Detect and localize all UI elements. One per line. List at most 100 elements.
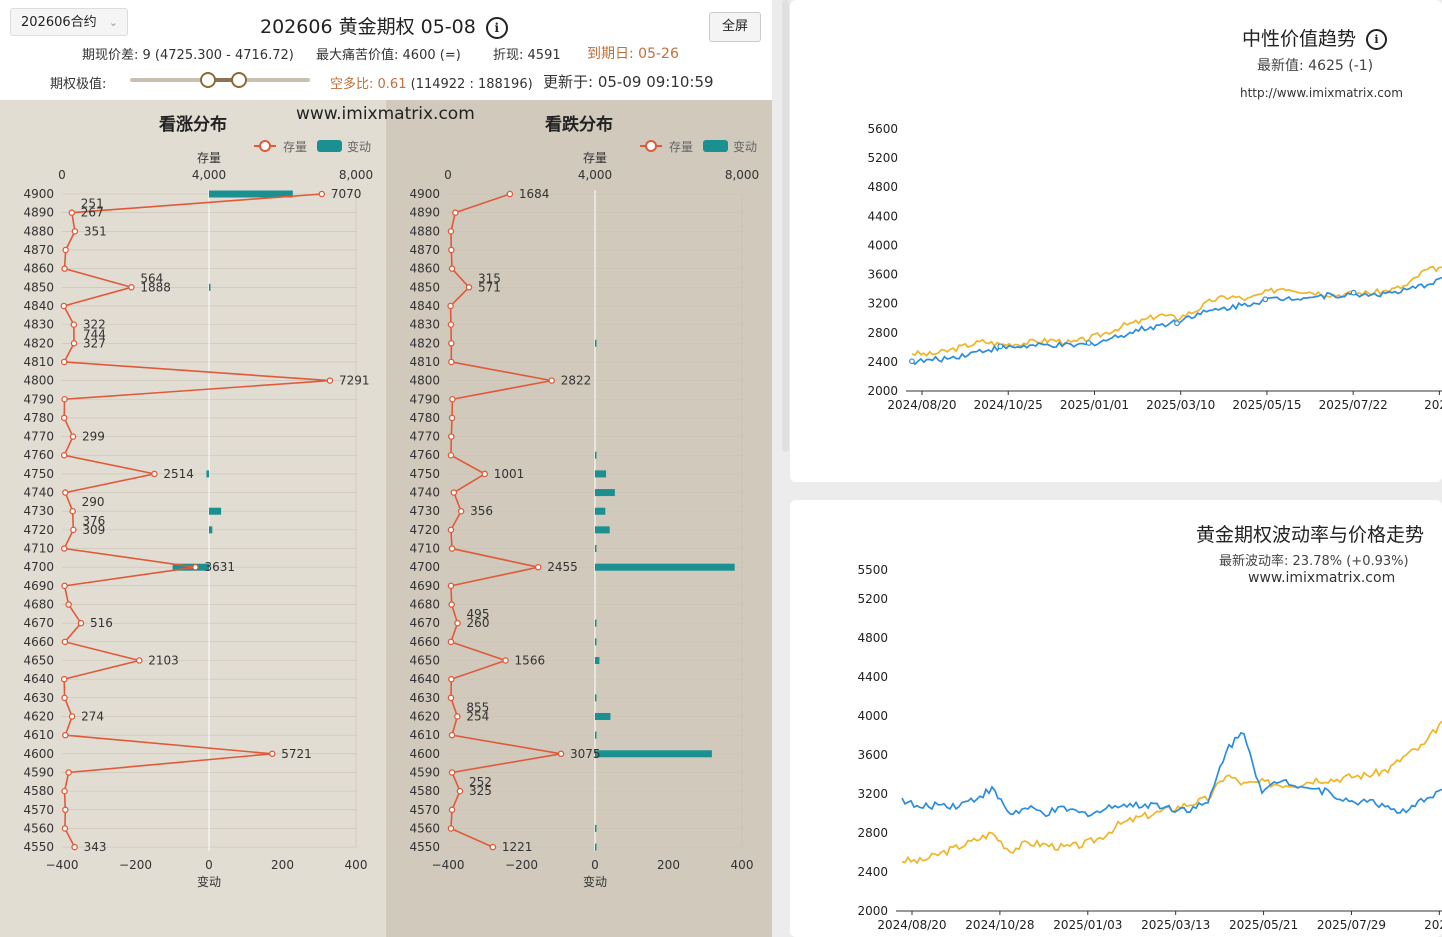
- put-change-bar: [595, 451, 597, 459]
- neutral-y-tick: 2800: [867, 326, 898, 340]
- call-oi-point: [60, 414, 68, 422]
- call-oi-data-label: 351: [84, 224, 107, 238]
- call-strike-label: 4860: [23, 262, 54, 276]
- call-oi-point: [77, 619, 85, 627]
- put-strike-label: 4780: [409, 411, 440, 425]
- put-strike-label: 4590: [409, 765, 440, 779]
- put-strike-label: 4800: [409, 374, 440, 388]
- put-oi-point: [447, 638, 455, 646]
- put-change-bar: [595, 470, 607, 478]
- neutral-y-tick: 3600: [867, 268, 898, 282]
- contract-select-value: 202606合约: [21, 15, 97, 30]
- put-strike-label: 4600: [409, 747, 440, 761]
- spread-stat: 期现价差: 9 (4725.300 - 4716.72): [82, 44, 294, 63]
- call-oi-point: [71, 228, 79, 235]
- call-change-bar: [209, 190, 293, 198]
- call-change-bar: [209, 283, 211, 291]
- call-strike-label: 4630: [23, 691, 54, 705]
- call-oi-data-label: 343: [84, 840, 107, 854]
- vol-series-line: [901, 731, 1442, 818]
- call-oi-point: [60, 358, 68, 366]
- call-strike-label: 4770: [23, 430, 54, 444]
- call-oi-data-label: 2103: [148, 654, 179, 668]
- extreme-slider-high-handle[interactable]: [231, 72, 247, 88]
- put-legend-change-swatch: [703, 140, 728, 152]
- put-strike-label: 4620: [409, 709, 440, 723]
- info-icon[interactable]: i: [1366, 29, 1388, 50]
- call-strike-label: 4670: [23, 616, 54, 630]
- put-bottom-tick: 400: [731, 858, 754, 872]
- neutral-value-chart: 2000 2400 2800 3200 3600 4000 4400 4800 5200 5600…: [867, 122, 1442, 412]
- neutral-x-tick: 2025/03/10: [1146, 398, 1215, 412]
- call-oi-data-label: 299: [82, 430, 105, 444]
- extreme-slider-low-handle[interactable]: [200, 72, 216, 88]
- call-oi-point: [69, 433, 77, 440]
- put-oi-data-label: 315: [478, 271, 501, 285]
- neutral-y-tick: 3200: [867, 297, 898, 311]
- call-oi-data-label: 7291: [339, 374, 370, 388]
- call-strike-label: 4840: [23, 299, 54, 313]
- call-oi-data-label: 274: [81, 709, 104, 723]
- put-strike-label: 4870: [409, 243, 440, 257]
- neutral-series-point: [1085, 340, 1092, 346]
- page-title: 202606 黄金期权 05-08 i: [260, 12, 508, 39]
- call-strike-label: 4590: [23, 765, 54, 779]
- call-strike-label: 4680: [23, 598, 54, 612]
- call-strike-label: 4640: [23, 672, 54, 686]
- call-strike-label: 4620: [23, 709, 54, 723]
- neutral-x-tick: 2025: [1424, 398, 1442, 412]
- put-oi-point: [465, 284, 473, 291]
- extreme-slider-range: [207, 78, 238, 82]
- call-strike-label: 4900: [23, 187, 54, 201]
- neutral-series-line: [911, 265, 1442, 358]
- call-oi-data-label: 1888: [140, 280, 171, 294]
- put-oi-point: [447, 694, 455, 702]
- vol-y-tick: 2400: [857, 865, 888, 879]
- header: 202606合约 ⌄ 202606 黄金期权 05-08 i 全屏 期现价差: 9 …: [0, 0, 772, 100]
- put-top-tick: 4,000: [578, 168, 612, 182]
- call-oi-point: [70, 321, 78, 328]
- call-strike-label: 4880: [23, 224, 54, 238]
- put-top-tick: 8,000: [725, 168, 759, 182]
- fullscreen-button[interactable]: 全屏: [709, 12, 761, 42]
- neutral-series-point: [1262, 296, 1269, 303]
- neutral-y-tick: 2000: [867, 384, 898, 398]
- put-oi-point: [502, 657, 509, 664]
- put-strike-label: 4650: [409, 654, 440, 668]
- updated-value: 05-09 09:10:59: [597, 73, 714, 91]
- neutral-series-point: [997, 343, 1004, 350]
- neutral-x-tick: 2025/07/22: [1319, 398, 1388, 412]
- call-oi-point: [70, 526, 77, 534]
- put-change-bar: [595, 339, 597, 347]
- call-oi-data-label: 290: [82, 495, 105, 509]
- call-oi-point: [60, 451, 68, 459]
- put-top-axis-label: 存量: [583, 151, 607, 165]
- put-oi-point: [450, 489, 458, 496]
- call-strike-label: 4550: [23, 840, 54, 854]
- info-icon[interactable]: i: [485, 16, 508, 39]
- put-legend-change-label: 变动: [733, 139, 757, 154]
- put-strike-label: 4740: [409, 486, 440, 500]
- vol-x-tick: 2025/07/29: [1317, 918, 1386, 932]
- put-strike-label: 4560: [409, 821, 440, 835]
- call-bottom-tick: −200: [119, 858, 152, 872]
- call-strike-label: 4600: [23, 747, 54, 761]
- scrollbar[interactable]: [782, 0, 789, 452]
- neutral-x-tick: 2024/08/20: [887, 398, 956, 412]
- put-oi-point: [448, 545, 456, 552]
- vol-x-tick: 2024/10/28: [965, 918, 1034, 932]
- call-change-bar: [206, 470, 209, 478]
- call-top-tick: 4,000: [192, 168, 226, 182]
- put-strike-label: 4810: [409, 355, 440, 369]
- call-strike-label: 4800: [23, 374, 54, 388]
- neutral-value-title-text: 中性价值趋势: [1242, 28, 1357, 50]
- contract-select[interactable]: 202606合约 ⌄: [10, 8, 128, 36]
- put-strike-label: 4820: [409, 336, 440, 350]
- put-oi-point: [448, 414, 456, 422]
- call-oi-data-label: 2514: [163, 467, 194, 481]
- put-oi-data-label: 1221: [502, 840, 533, 854]
- put-oi-point: [447, 451, 455, 459]
- call-oi-point: [69, 507, 76, 515]
- call-oi-point: [61, 582, 68, 590]
- put-change-bar: [595, 657, 600, 664]
